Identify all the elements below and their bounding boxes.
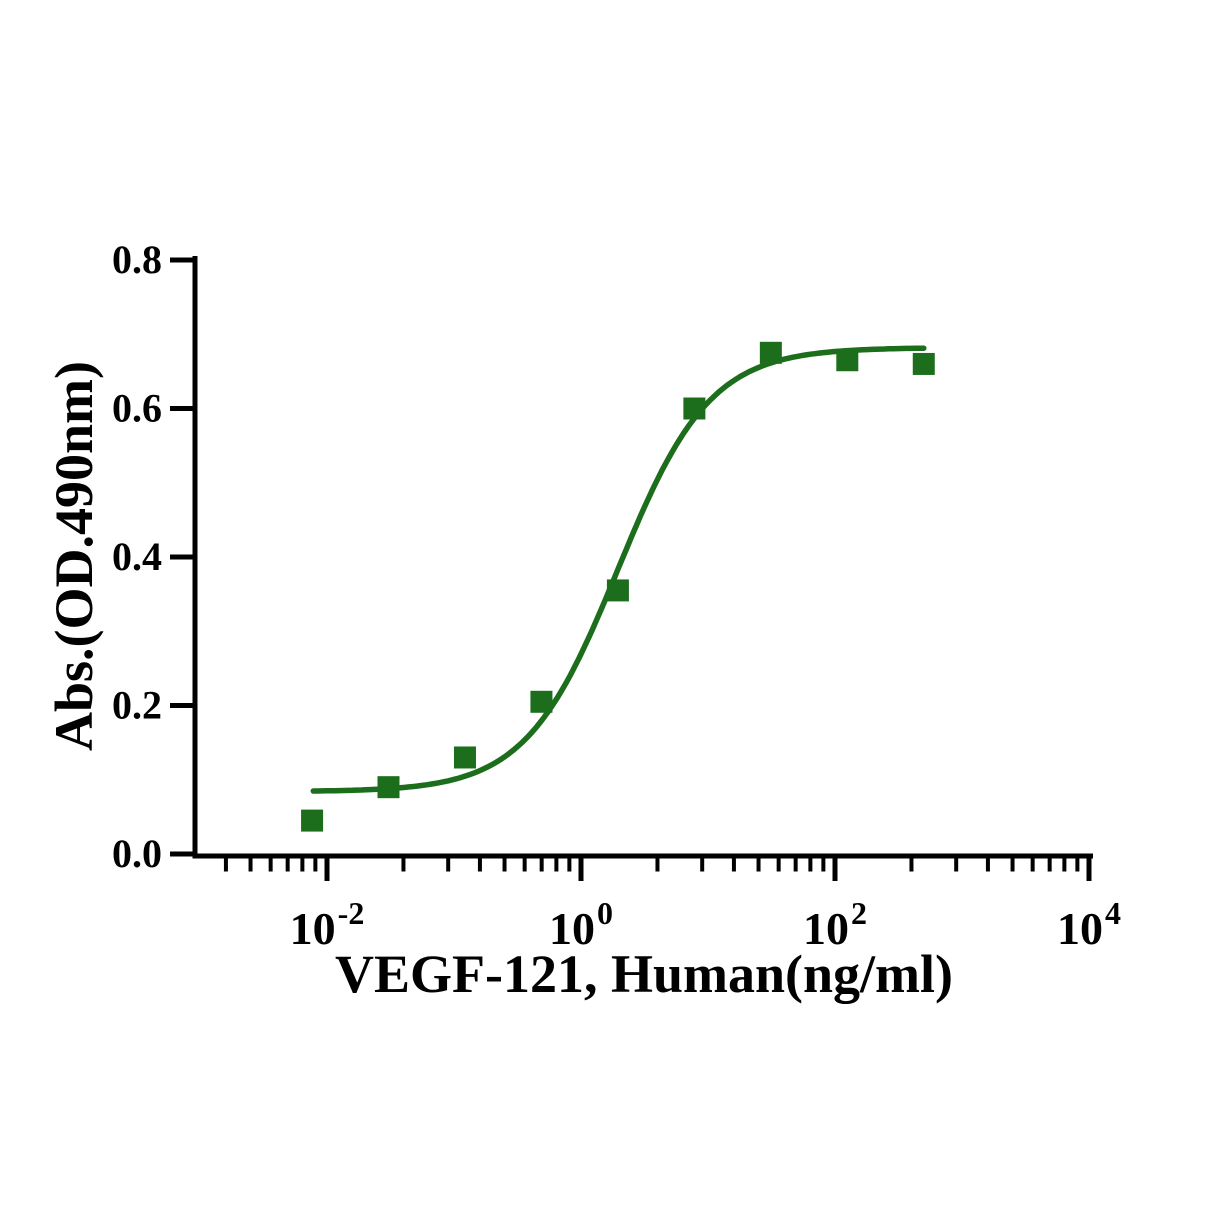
- data-point: [912, 352, 935, 375]
- y-tick-label: 0.4: [112, 534, 162, 579]
- data-point: [683, 397, 706, 420]
- fit-curve: [310, 345, 927, 794]
- y-tick-label: 0.8: [112, 237, 162, 282]
- data-point: [836, 349, 859, 372]
- data-point: [606, 579, 629, 602]
- axes: [192, 256, 1093, 859]
- x-tick-label: 100: [549, 895, 613, 954]
- data-point: [759, 341, 782, 364]
- x-tick-label: 104: [1057, 895, 1121, 954]
- y-tick-label: 0.6: [112, 386, 162, 431]
- y-tick-label: 0.0: [112, 831, 162, 876]
- data-point: [530, 690, 553, 713]
- axis-ticks: [170, 257, 1092, 881]
- axis-tick-labels: 0.0 0.2 0.4 0.6 0.8 10-2 100 102 104: [112, 237, 1121, 954]
- x-tick-label: 102: [803, 895, 867, 954]
- data-point: [453, 746, 476, 769]
- x-tick-label: 10-2: [290, 895, 365, 954]
- plot-area: [301, 341, 935, 832]
- data-point: [377, 776, 400, 799]
- y-tick-label: 0.2: [112, 683, 162, 728]
- y-axis-title: Abs.(OD.490nm): [44, 361, 104, 751]
- data-point: [301, 809, 324, 832]
- x-axis-title: VEGF-121, Human(ng/ml): [335, 944, 953, 1004]
